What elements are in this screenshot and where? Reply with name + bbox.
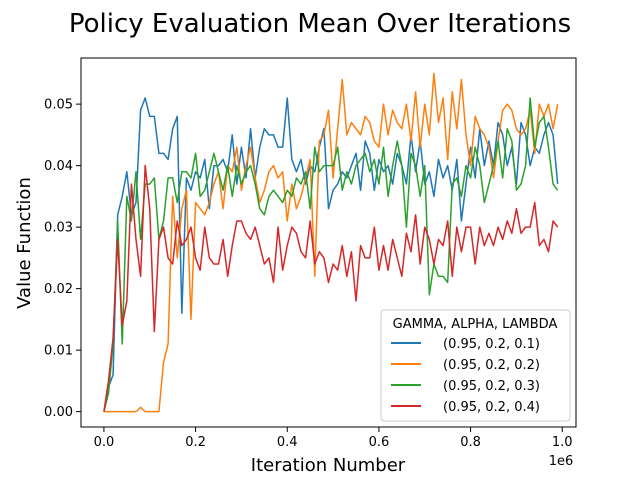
chart-title: Policy Evaluation Mean Over Iterations — [69, 9, 571, 39]
legend-items: (0.95, 0.2, 0.1) (0.95, 0.2, 0.2) (0.95, 0… — [391, 337, 540, 415]
y-tick-label: 0.02 — [44, 282, 73, 297]
legend-box — [380, 309, 571, 422]
x-tick-label: 0.0 — [94, 435, 115, 450]
y-tick-label: 0.00 — [44, 405, 73, 420]
series-line-4 — [103, 164, 559, 412]
legend-entry-2: (0.95, 0.2, 0.2) — [443, 358, 540, 373]
x-tick-label: 1.0 — [552, 435, 573, 450]
y-axis: 0.00 0.01 0.02 0.03 0.04 0.05 — [44, 98, 81, 420]
x-tick-label: 0.6 — [369, 435, 390, 450]
legend-entry-1: (0.95, 0.2, 0.1) — [443, 337, 540, 352]
x-axis: 0.0 0.2 0.4 0.6 0.8 1.0 — [94, 427, 573, 450]
legend: GAMMA, ALPHA, LAMBDA (0.95, 0.2, 0.1)(0.… — [380, 309, 571, 422]
y-tick-label: 0.05 — [44, 98, 73, 113]
legend-title: GAMMA, ALPHA, LAMBDA — [393, 317, 558, 332]
y-tick-label: 0.01 — [44, 344, 73, 359]
x-axis-offset-text: 1e6 — [549, 454, 574, 469]
x-tick-label: 0.8 — [460, 435, 481, 450]
legend-entry-3: (0.95, 0.2, 0.3) — [443, 379, 540, 394]
series-line-3 — [103, 97, 559, 412]
legend-entry-4: (0.95, 0.2, 0.4) — [443, 400, 540, 415]
series-layer — [103, 72, 559, 413]
series-line-1 — [103, 97, 559, 412]
y-axis-label: Value Function — [14, 177, 35, 309]
y-tick-label: 0.04 — [44, 159, 73, 174]
x-axis-label: Iteration Number — [251, 455, 406, 476]
x-tick-label: 0.2 — [185, 435, 206, 450]
y-tick-label: 0.03 — [44, 221, 73, 236]
x-tick-label: 0.4 — [277, 435, 298, 450]
plot-frame — [80, 57, 577, 428]
